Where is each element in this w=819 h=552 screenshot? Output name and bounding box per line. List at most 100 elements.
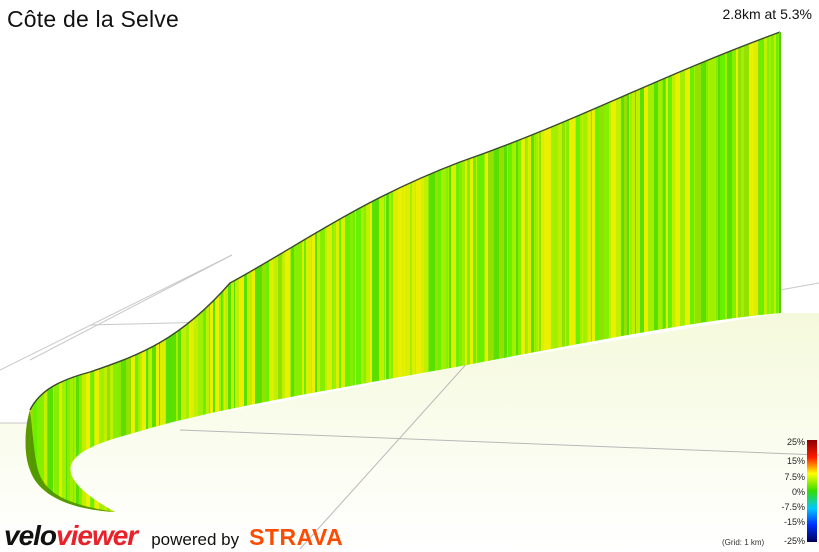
segment-summary: 2.8km at 5.3%	[722, 6, 813, 22]
strava-logo[interactable]: STRAVA	[249, 524, 344, 550]
profile-stripe	[315, 32, 317, 512]
profile-stripe	[526, 32, 527, 512]
profile-stripe	[47, 32, 48, 512]
profile-stripe	[544, 32, 549, 512]
profile-stripe	[627, 32, 629, 512]
profile-stripe	[718, 32, 720, 512]
profile-stripe	[521, 32, 525, 512]
profile-stripe	[332, 32, 333, 512]
powered-by-text: powered by	[151, 530, 240, 549]
profile-stripe	[291, 32, 294, 512]
profile-stripe	[736, 32, 738, 512]
profile-stripe	[274, 32, 278, 512]
profile-stripe	[428, 32, 429, 512]
profile-stripe	[350, 32, 353, 512]
profile-stripe	[708, 32, 712, 512]
profile-stripe	[431, 32, 435, 512]
profile-stripe	[525, 32, 526, 512]
profile-stripe	[676, 32, 680, 512]
profile-stripe	[48, 32, 53, 512]
profile-stripe	[528, 32, 531, 512]
grid-line	[0, 254, 233, 371]
profile-stripe	[695, 32, 698, 512]
profile-stripe	[698, 32, 701, 512]
profile-stripe	[44, 32, 47, 512]
profile-stripe	[398, 32, 402, 512]
profile-stripe	[554, 32, 558, 512]
profile-stripe	[531, 32, 534, 512]
profile-stripe	[333, 32, 336, 512]
profile-stripe	[518, 32, 521, 512]
profile-stripe	[771, 32, 773, 512]
profile-stripe	[252, 32, 255, 512]
profile-stripe	[539, 32, 541, 512]
profile-stripe	[654, 32, 658, 512]
profile-stripe	[583, 32, 587, 512]
legend-label: 25%	[786, 437, 805, 447]
profile-stripe	[527, 32, 528, 512]
profile-stripe	[690, 32, 694, 512]
profile-stripe	[720, 32, 725, 512]
profile-stripe	[456, 32, 459, 512]
veloviewer-logo[interactable]: veloviewer powered by STRAVA	[4, 520, 344, 551]
profile-stripe	[565, 32, 566, 512]
profile-stripe	[317, 32, 320, 512]
profile-stripe	[680, 32, 685, 512]
profile-stripe	[429, 32, 431, 512]
profile-stripe	[476, 32, 477, 512]
profile-stripe	[701, 32, 706, 512]
profile-stripe	[336, 32, 339, 512]
profile-stripe	[441, 32, 446, 512]
profile-stripe	[435, 32, 438, 512]
profile-stripe	[484, 32, 485, 512]
profile-stripe	[404, 32, 405, 512]
profile-stripe	[648, 32, 653, 512]
profile-stripe	[635, 32, 636, 512]
profile-stripe	[538, 32, 539, 512]
profile-stripe	[377, 32, 379, 512]
profile-stripe	[339, 32, 341, 512]
profile-stripe	[632, 32, 635, 512]
profile-stripe	[259, 32, 262, 512]
profile-stripe	[304, 32, 306, 512]
profile-stripe	[595, 32, 599, 512]
legend-label: 7.5%	[784, 472, 805, 482]
profile-stripe	[282, 32, 285, 512]
profile-stripe	[754, 32, 758, 512]
profile-stripe	[630, 32, 632, 512]
profile-stripe	[302, 32, 304, 512]
profile-stripe	[40, 32, 44, 512]
profile-stripe	[385, 32, 386, 512]
profile-stripe	[535, 32, 536, 512]
profile-stripe	[298, 32, 302, 512]
grid-line	[779, 282, 819, 291]
profile-stripe	[674, 32, 675, 512]
profile-stripe	[658, 32, 662, 512]
profile-stripe	[758, 32, 759, 512]
profile-stripe	[764, 32, 767, 512]
profile-stripe	[609, 32, 611, 512]
profile-stripe	[285, 32, 290, 512]
profile-stripe	[580, 32, 582, 512]
profile-stripe	[776, 32, 778, 512]
profile-stripe	[582, 32, 583, 512]
profile-stripe	[644, 32, 648, 512]
profile-stripe	[424, 32, 428, 512]
profile-stripe	[361, 32, 364, 512]
profile-stripe	[416, 32, 421, 512]
profile-stripe	[499, 32, 504, 512]
profile-stripe	[485, 32, 488, 512]
profile-stripe	[732, 32, 736, 512]
profile-stripe	[662, 32, 663, 512]
legend-label: 15%	[786, 456, 805, 466]
profile-top-edge	[29, 31, 781, 411]
profile-stripe	[604, 32, 609, 512]
profile-stripe	[621, 32, 623, 512]
profile-stripe	[663, 32, 665, 512]
profile-stripe	[379, 32, 384, 512]
profile-stripe	[636, 32, 640, 512]
profile-stripe	[672, 32, 674, 512]
profile-stripe	[402, 32, 404, 512]
profile-stripe	[759, 32, 764, 512]
profile-stripe	[665, 32, 666, 512]
